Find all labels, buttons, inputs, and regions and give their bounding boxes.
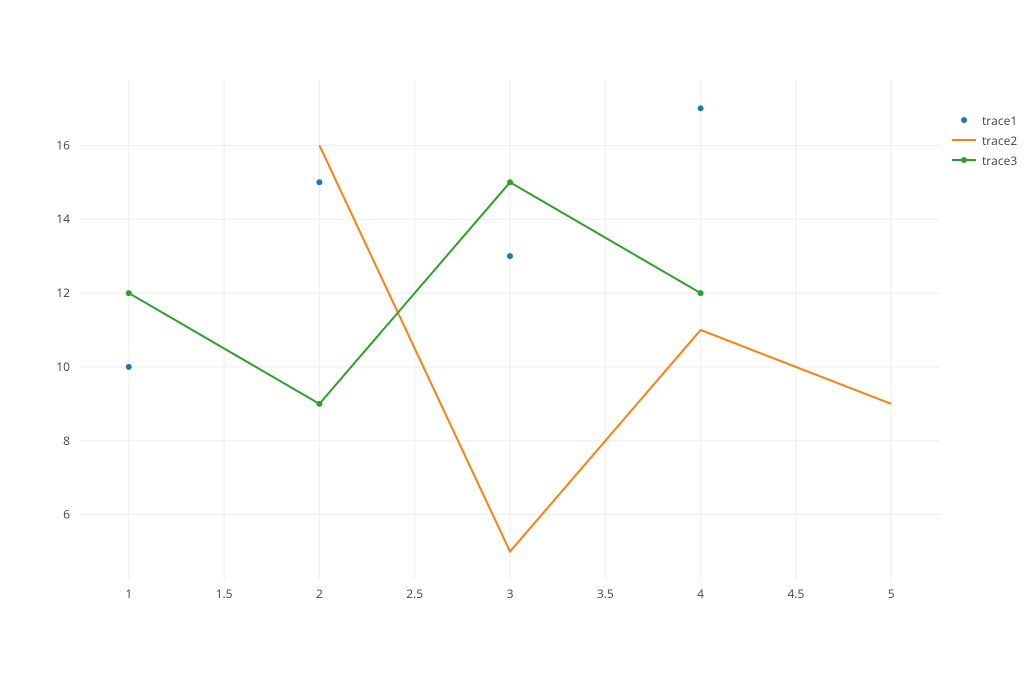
- svg-text:4.5: 4.5: [787, 585, 804, 602]
- legend-label-trace3: trace3: [982, 152, 1017, 169]
- svg-text:10: 10: [56, 358, 70, 375]
- svg-text:2: 2: [316, 585, 323, 602]
- svg-text:5: 5: [888, 585, 895, 602]
- series-trace3-point[interactable]: [126, 290, 132, 296]
- series-trace3-point[interactable]: [698, 290, 704, 296]
- series-trace3-point[interactable]: [507, 179, 513, 185]
- svg-text:14: 14: [56, 210, 70, 227]
- svg-text:2.5: 2.5: [406, 585, 423, 602]
- chart-container: 1 1.5 2 2.5 3 3.5 4 4.5 5 6 8 10 12 14 16 trace1 trace…: [0, 0, 1024, 680]
- legend-item-trace2[interactable]: trace2: [950, 130, 1017, 150]
- svg-text:16: 16: [56, 136, 70, 153]
- series-trace1-point[interactable]: [698, 105, 704, 111]
- series-trace3-point[interactable]: [316, 401, 322, 407]
- legend-item-trace3[interactable]: trace3: [950, 150, 1017, 170]
- legend-label-trace2: trace2: [982, 132, 1017, 149]
- svg-text:12: 12: [56, 284, 70, 301]
- series-trace1-point[interactable]: [507, 253, 513, 259]
- svg-text:8: 8: [63, 432, 70, 449]
- legend-swatch-trace3: [950, 153, 978, 167]
- legend-swatch-trace1: [950, 113, 978, 127]
- legend-item-trace1[interactable]: trace1: [950, 110, 1017, 130]
- svg-text:1: 1: [125, 585, 132, 602]
- legend-label-trace1: trace1: [982, 112, 1017, 129]
- chart-svg[interactable]: 1 1.5 2 2.5 3 3.5 4 4.5 5 6 8 10 12 14 16: [0, 0, 1024, 680]
- legend-swatch-trace2: [950, 133, 978, 147]
- svg-text:4: 4: [697, 585, 704, 602]
- svg-text:3: 3: [507, 585, 514, 602]
- series-trace1-point[interactable]: [316, 179, 322, 185]
- svg-text:6: 6: [63, 506, 70, 523]
- svg-text:1.5: 1.5: [216, 585, 233, 602]
- svg-text:3.5: 3.5: [597, 585, 614, 602]
- legend: trace1 trace2 trace3: [950, 110, 1017, 170]
- series-trace1-point[interactable]: [126, 364, 132, 370]
